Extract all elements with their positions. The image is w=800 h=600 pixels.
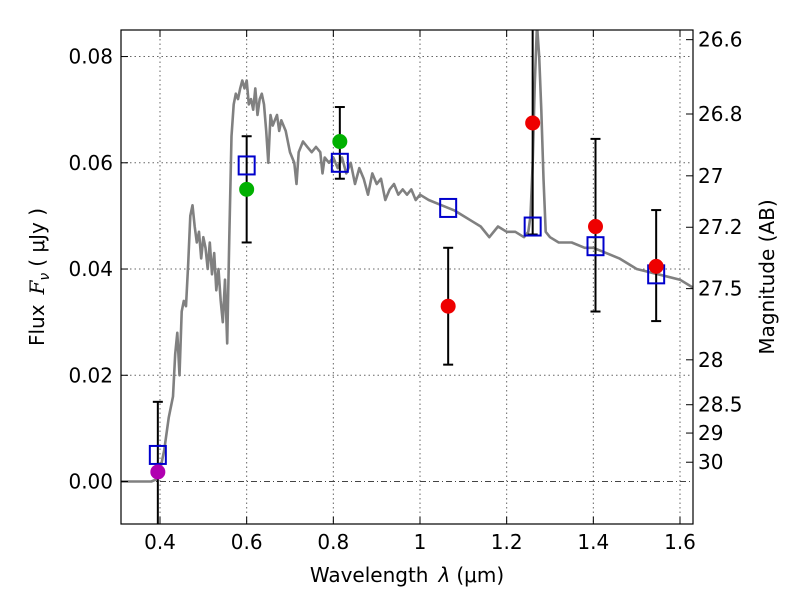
y2-axis-title: Magnitude (AB) xyxy=(755,199,779,354)
mag-tick-label: 30 xyxy=(698,450,723,474)
model-photometry-square xyxy=(330,152,349,173)
observed-point xyxy=(332,134,348,150)
observed-point xyxy=(525,115,541,131)
model-photometry-square xyxy=(439,197,458,218)
x-tick-label: 1.2 xyxy=(491,530,523,554)
y-tick-label: 0.06 xyxy=(68,151,113,175)
model-photometry-square xyxy=(586,236,605,257)
plot-series xyxy=(121,30,693,524)
model-photometry-square xyxy=(237,155,256,176)
mag-tick-label: 28.5 xyxy=(698,393,743,417)
y-axis-title: FluxFν( μJy ) xyxy=(25,208,53,346)
x-tick-label: 1 xyxy=(414,530,427,554)
observed-point xyxy=(440,298,456,314)
plot-frame xyxy=(120,29,694,525)
x-tick-label: 1.4 xyxy=(577,530,609,554)
mag-tick-label: 26.6 xyxy=(698,28,743,52)
x-tick-label: 0.4 xyxy=(144,530,176,554)
tick-labels: 0.4 0.6 0.8 1 1.2 1.4 1.6 0.00 0.02 0.04 0.06 0.08 2… xyxy=(68,28,742,554)
model-sed-line xyxy=(121,30,693,483)
mag-tick-label: 26.8 xyxy=(698,102,743,126)
mag-tick-label: 28 xyxy=(698,348,723,372)
x-axis-title: Wavelength λ (μm) xyxy=(310,563,504,587)
y-tick-label: 0.04 xyxy=(68,257,113,281)
mag-tick-label: 29 xyxy=(698,421,723,445)
mag-tick-label: 27.5 xyxy=(698,277,743,301)
y-tick-label: 0.02 xyxy=(68,363,113,387)
observed-point xyxy=(150,464,166,480)
x-tick-label: 1.6 xyxy=(664,530,696,554)
grid xyxy=(121,30,693,524)
observed-point xyxy=(648,258,664,274)
x-tick-label: 0.8 xyxy=(317,530,349,554)
x-tick-label: 0.6 xyxy=(231,530,263,554)
y-tick-label: 0.08 xyxy=(68,45,113,69)
y-tick-label: 0.00 xyxy=(68,470,113,494)
observed-point xyxy=(239,181,255,197)
observed-point xyxy=(588,219,603,235)
axis-ticks xyxy=(121,30,693,524)
mag-tick-label: 27.2 xyxy=(698,215,743,239)
model-photometry-square xyxy=(148,444,167,465)
model-photometry-square xyxy=(523,216,542,237)
mag-tick-label: 27 xyxy=(698,164,723,188)
